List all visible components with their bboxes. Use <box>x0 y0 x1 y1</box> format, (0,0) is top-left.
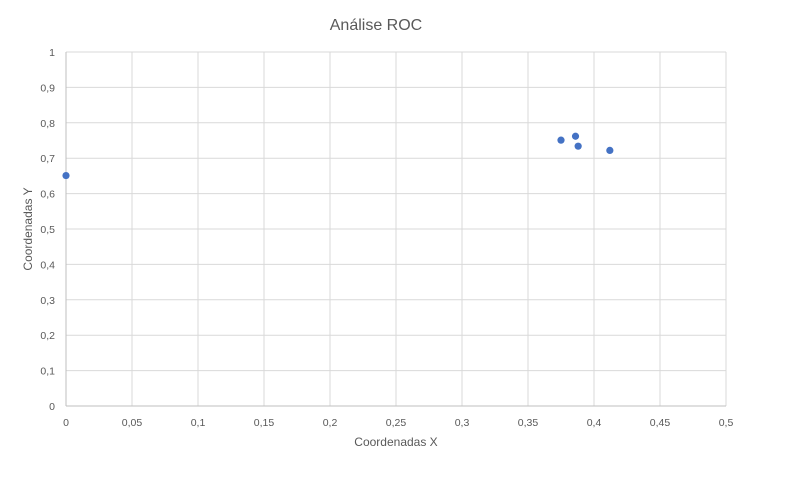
x-tick-label: 0,5 <box>719 417 734 429</box>
y-tick-label: 0,2 <box>40 330 55 342</box>
x-tick-label: 0,05 <box>122 417 143 429</box>
data-points <box>62 132 614 180</box>
x-tick-label: 0,3 <box>455 417 470 429</box>
axes <box>65 52 726 407</box>
y-tick-label: 0,4 <box>40 259 55 271</box>
x-tick-label: 0,25 <box>386 417 407 429</box>
y-axis-title: Coordenadas Y <box>21 187 35 270</box>
x-axis-title: Coordenadas X <box>354 435 437 449</box>
y-tick-label: 0,1 <box>40 366 55 378</box>
y-tick-label: 0,8 <box>40 118 55 130</box>
x-tick-label: 0,45 <box>650 417 671 429</box>
data-point <box>62 171 70 180</box>
chart-title: Análise ROC <box>330 17 422 34</box>
y-tick-label: 0,5 <box>40 224 55 236</box>
x-tick-label: 0,1 <box>191 417 206 429</box>
x-tick-label: 0,4 <box>587 417 602 429</box>
data-point <box>606 146 614 155</box>
y-tick-label: 0,3 <box>40 295 55 307</box>
grid-lines <box>66 51 727 406</box>
y-tick-label: 0,9 <box>40 82 55 94</box>
x-tick-label: 0,15 <box>254 417 275 429</box>
x-tick-label: 0,35 <box>518 417 539 429</box>
data-point <box>571 132 580 140</box>
y-tick-label: 0,6 <box>40 189 55 201</box>
y-tick-label: 1 <box>49 47 55 59</box>
data-point <box>557 136 565 144</box>
x-tick-label: 0 <box>63 417 69 429</box>
data-point <box>574 142 582 150</box>
y-tick-label: 0,7 <box>40 153 55 165</box>
tick-labels: 0 0,05 0,1 0,15 0,2 0,25 0,3 0,35 0,4 0,45 0,5 0 0,1… <box>40 47 733 429</box>
y-tick-label: 0 <box>49 401 55 413</box>
x-tick-label: 0,2 <box>323 417 338 429</box>
